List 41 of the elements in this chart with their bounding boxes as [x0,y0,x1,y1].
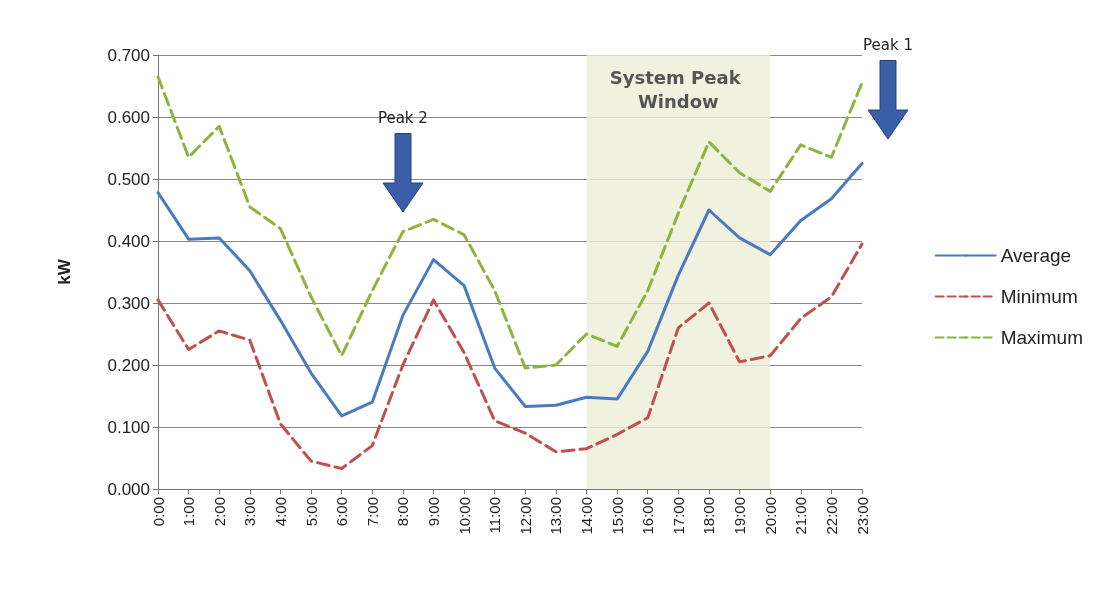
x-tick-label: 7:00 [363,497,381,527]
y-tick-label: 0.400 [107,231,150,251]
x-tick-label: 16:00 [639,497,657,535]
x-tick-label: 5:00 [302,497,320,527]
line-series [156,242,864,471]
legend-label: Average [1000,245,1072,266]
x-tick-label: 23:00 [853,497,871,535]
line-series [156,162,864,418]
y-tick-label: 0.100 [107,417,150,437]
x-tick-label: 9:00 [424,497,442,527]
y-axis-title: kW [55,258,74,285]
x-tick-label: 11:00 [486,497,504,534]
x-tick-label: 6:00 [333,497,351,527]
x-tick-label: 22:00 [822,497,840,535]
x-tick-label: 0:00 [149,497,167,527]
x-tick-label: 15:00 [608,497,626,535]
annotation: Peak 2 [377,108,428,127]
x-tick-label: 17:00 [669,497,687,535]
x-tick-label: 20:00 [761,497,779,535]
x-tick-label: 14:00 [578,497,596,535]
x-tick-label: 4:00 [271,497,289,527]
legend-label: Maximum [1000,327,1084,348]
y-tick-label: 0.200 [107,355,150,375]
y-tick-label: 0.700 [107,45,150,65]
x-tick-label: 2:00 [210,497,228,527]
x-tick-label: 3:00 [241,497,259,527]
x-tick-label: 19:00 [731,497,749,535]
band-label: System Peak Window [609,66,747,112]
x-tick-label: 12:00 [516,497,534,535]
y-tick-label: 0.600 [107,107,150,127]
x-tick-label: 18:00 [700,497,718,535]
y-tick-label: 0.000 [107,479,150,499]
legend-label: Minimum [1000,286,1078,307]
y-tick-label: 0.500 [107,169,150,189]
x-tick-label: 1:00 [180,497,198,527]
text: Peak 1 [863,35,913,54]
y-tick-label: 0.300 [107,293,150,313]
x-tick-label: 13:00 [547,497,565,535]
x-tick-label: 21:00 [792,497,810,535]
x-tick-label: 10:00 [455,497,473,535]
x-tick-label: 8:00 [394,497,412,527]
